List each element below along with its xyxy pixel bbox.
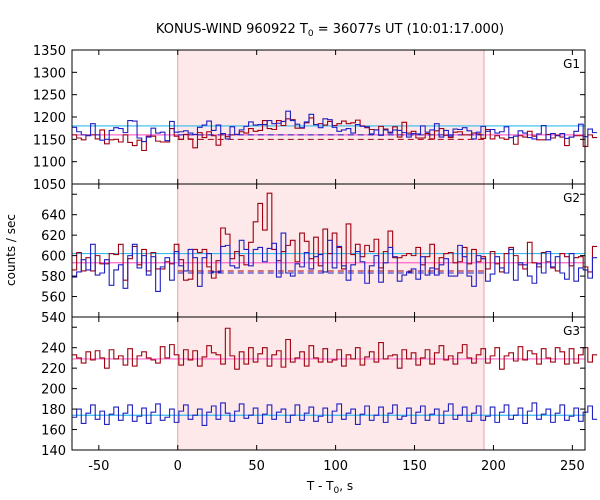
y-tick-label: 180 bbox=[41, 403, 66, 418]
chart-title: KONUS-WIND 960922 T0 = 36077s UT (10:01:… bbox=[156, 22, 504, 39]
y-tick-label: 560 bbox=[41, 291, 66, 306]
series-high-g2 bbox=[72, 192, 598, 281]
x-tick-label: -50 bbox=[88, 459, 109, 474]
panel-g1: 1050 1100 1150 1200 1250 1300 1350 G1 bbox=[33, 44, 598, 193]
panel-label: G3 bbox=[563, 324, 580, 338]
x-axis-label: T - T0, s bbox=[306, 479, 353, 496]
panel-label: G2 bbox=[563, 191, 580, 205]
x-tick-label: 100 bbox=[323, 459, 348, 474]
panel-label: G1 bbox=[563, 57, 580, 71]
y-tick-label: 240 bbox=[41, 342, 66, 357]
y-tick-label: 600 bbox=[41, 250, 66, 265]
panel-g3: 140 160 180 200 220 240 G3 bbox=[41, 316, 598, 459]
series-high-g3 bbox=[72, 327, 598, 370]
y-tick-label: 1100 bbox=[33, 156, 66, 171]
y-tick-label: 620 bbox=[41, 229, 66, 244]
x-tick-label: 200 bbox=[481, 459, 506, 474]
y-tick-label: 220 bbox=[41, 362, 66, 377]
highlight-region bbox=[177, 184, 484, 317]
panels-group: 1050 1100 1150 1200 1250 1300 1350 G1 540 560 580 6… bbox=[33, 44, 598, 474]
series-low-g2 bbox=[72, 232, 598, 292]
y-tick-label: 1150 bbox=[33, 133, 66, 148]
highlight-region bbox=[177, 317, 484, 450]
x-tick-label: 250 bbox=[560, 459, 585, 474]
x-tick-label: 0 bbox=[174, 459, 182, 474]
y-tick-label: 640 bbox=[41, 209, 66, 224]
highlight-region bbox=[177, 50, 484, 184]
x-tick-label: 150 bbox=[402, 459, 427, 474]
y-tick-label: 200 bbox=[41, 383, 66, 398]
y-tick-label: 540 bbox=[41, 311, 66, 326]
y-tick-label: 1050 bbox=[33, 178, 66, 193]
x-tick-label: 50 bbox=[248, 459, 265, 474]
y-tick-label: 160 bbox=[41, 424, 66, 439]
panel-g2: 540 560 580 600 620 640 G2 bbox=[41, 183, 598, 326]
y-tick-label: 1250 bbox=[33, 89, 66, 104]
panel-frame bbox=[71, 316, 586, 451]
series-low-g1 bbox=[72, 110, 598, 143]
y-tick-label: 1200 bbox=[33, 111, 66, 126]
y-tick-label: 580 bbox=[41, 270, 66, 285]
y-axis-label: counts / sec bbox=[4, 214, 18, 286]
series-low-g3 bbox=[72, 402, 598, 426]
y-tick-label: 1300 bbox=[33, 66, 66, 81]
y-tick-label: 1350 bbox=[33, 44, 66, 59]
y-tick-label: 140 bbox=[41, 444, 66, 459]
